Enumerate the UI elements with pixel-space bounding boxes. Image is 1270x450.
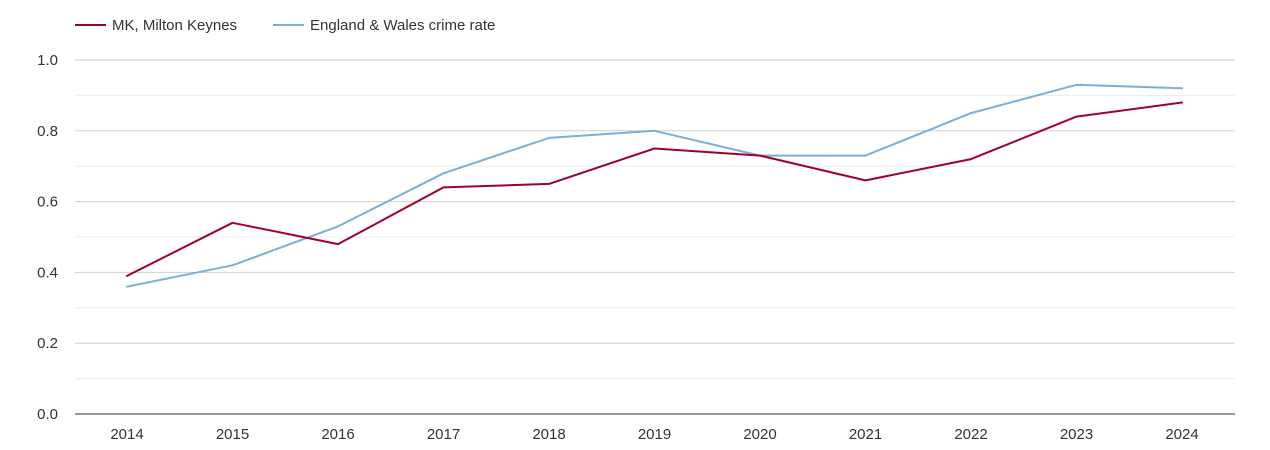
x-tick-label: 2024 bbox=[1165, 426, 1198, 443]
legend-item-mk[interactable]: MK, Milton Keynes bbox=[75, 17, 237, 34]
grid bbox=[75, 59, 1235, 415]
y-tick-label: 0.6 bbox=[37, 194, 58, 211]
series-lines bbox=[126, 83, 1183, 288]
x-tick-label: 2016 bbox=[321, 426, 354, 443]
series-line-mk-milton-keynes bbox=[126, 101, 1183, 277]
x-tick-label: 2017 bbox=[427, 426, 460, 443]
y-tick-label: 1.0 bbox=[37, 52, 58, 69]
x-tick-label: 2015 bbox=[216, 426, 249, 443]
y-tick-label: 0.8 bbox=[37, 123, 58, 140]
legend-label-mk: MK, Milton Keynes bbox=[112, 17, 237, 34]
x-tick-label: 2014 bbox=[110, 426, 143, 443]
x-tick-label: 2021 bbox=[849, 426, 882, 443]
x-axis: 2014 2015 2016 2017 2018 2019 2020 2021 2022 2023… bbox=[110, 426, 1198, 443]
x-tick-label: 2019 bbox=[638, 426, 671, 443]
y-tick-label: 0.2 bbox=[37, 335, 58, 352]
x-tick-label: 2022 bbox=[954, 426, 987, 443]
legend: MK, Milton Keynes England & Wales crime … bbox=[75, 17, 495, 34]
series-line-england-wales-crime-rate bbox=[126, 83, 1183, 288]
y-tick-label: 0.4 bbox=[37, 264, 58, 281]
y-axis: 0.0 0.2 0.4 0.6 0.8 1.0 bbox=[37, 52, 58, 423]
legend-label-england-wales: England & Wales crime rate bbox=[310, 17, 495, 34]
x-tick-label: 2018 bbox=[532, 426, 565, 443]
x-tick-label: 2020 bbox=[743, 426, 776, 443]
y-tick-label: 0.0 bbox=[37, 406, 58, 423]
legend-item-england-wales[interactable]: England & Wales crime rate bbox=[273, 17, 495, 34]
x-tick-label: 2023 bbox=[1060, 426, 1093, 443]
